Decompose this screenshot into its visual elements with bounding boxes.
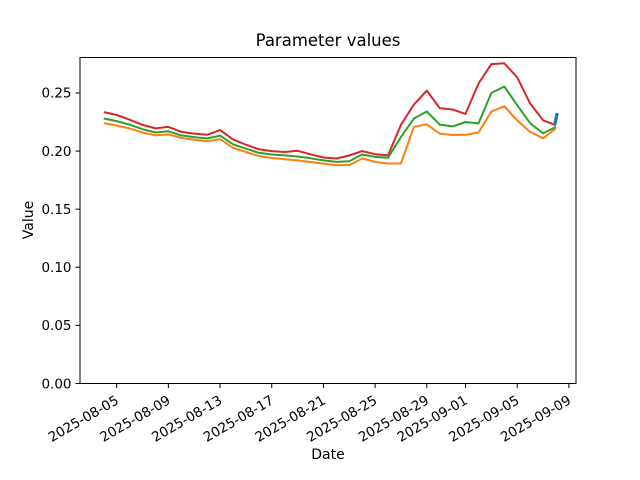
y-tick-label: 0.00 [41, 376, 71, 392]
chart-title: Parameter values [255, 31, 401, 50]
axes-spines [79, 57, 577, 384]
y-tick-label: 0.10 [41, 260, 71, 276]
y-tick-label: 0.05 [41, 318, 71, 334]
y-tick-label: 0.25 [41, 86, 71, 102]
y-tick-label: 0.20 [41, 144, 71, 160]
blue-dash-marker [553, 112, 559, 125]
red-line [103, 62, 557, 160]
x-axis-label: Date [311, 447, 345, 463]
orange-line [103, 105, 557, 167]
y-tick-label: 0.15 [41, 202, 71, 218]
y-axis-label: Value [21, 200, 37, 240]
green-line [103, 85, 557, 163]
